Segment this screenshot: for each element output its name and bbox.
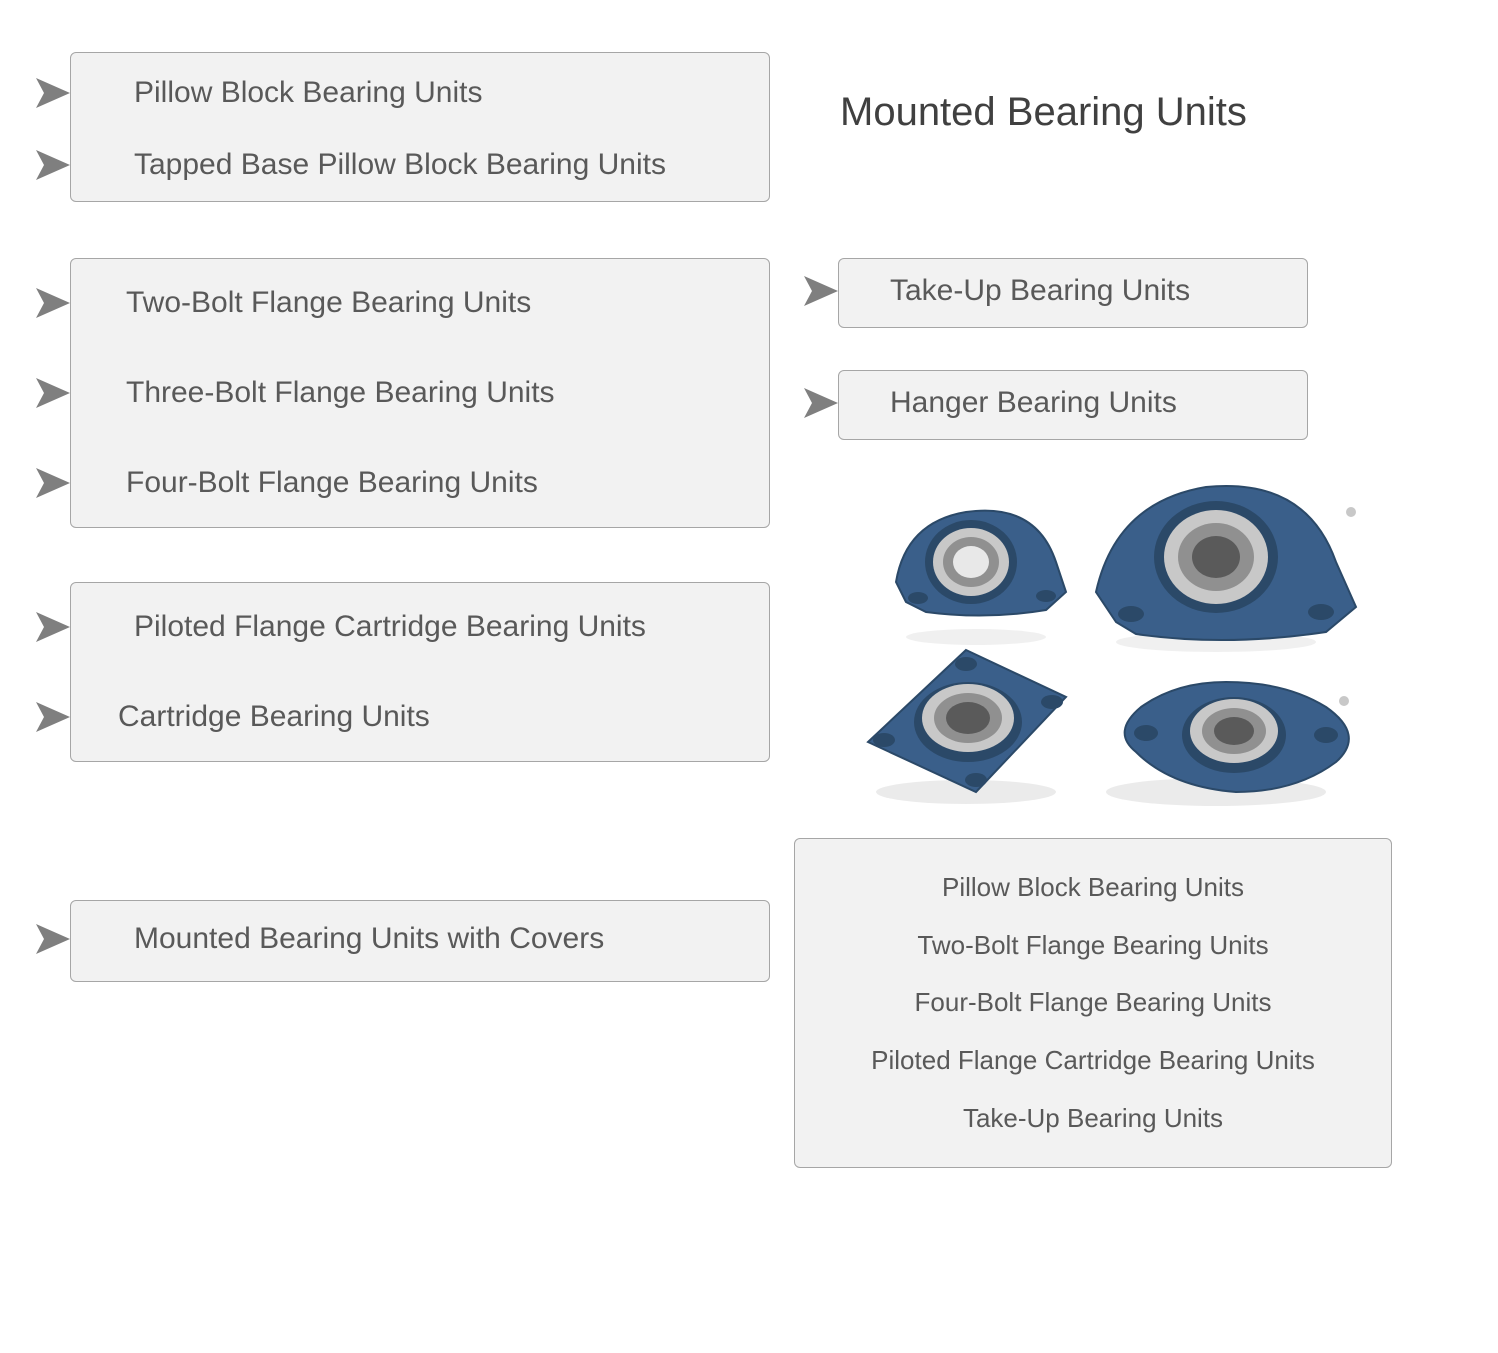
arrow-icon bbox=[36, 924, 70, 954]
category-label[interactable]: Four-Bolt Flange Bearing Units bbox=[126, 466, 538, 500]
category-label[interactable]: Mounted Bearing Units with Covers bbox=[134, 922, 604, 956]
sublist-item[interactable]: Take-Up Bearing Units bbox=[963, 1103, 1223, 1134]
category-label[interactable]: Hanger Bearing Units bbox=[890, 386, 1177, 420]
arrow-icon bbox=[36, 468, 70, 498]
arrow-icon bbox=[36, 702, 70, 732]
arrow-icon bbox=[36, 378, 70, 408]
arrow-icon bbox=[36, 612, 70, 642]
sublist-item[interactable]: Piloted Flange Cartridge Bearing Units bbox=[871, 1045, 1315, 1076]
page-title: Mounted Bearing Units bbox=[840, 90, 1247, 135]
category-box bbox=[70, 582, 770, 762]
product-image bbox=[816, 472, 1376, 812]
category-label[interactable]: Two-Bolt Flange Bearing Units bbox=[126, 286, 531, 320]
sublist-item[interactable]: Two-Bolt Flange Bearing Units bbox=[917, 930, 1268, 961]
category-label[interactable]: Three-Bolt Flange Bearing Units bbox=[126, 376, 555, 410]
category-label[interactable]: Tapped Base Pillow Block Bearing Units bbox=[134, 148, 666, 182]
category-label[interactable]: Take-Up Bearing Units bbox=[890, 274, 1190, 308]
sublist-box: Pillow Block Bearing Units Two-Bolt Flang… bbox=[794, 838, 1392, 1168]
sublist-item[interactable]: Four-Bolt Flange Bearing Units bbox=[915, 987, 1272, 1018]
category-label[interactable]: Pillow Block Bearing Units bbox=[134, 76, 482, 110]
arrow-icon bbox=[36, 288, 70, 318]
sublist-item[interactable]: Pillow Block Bearing Units bbox=[942, 872, 1244, 903]
arrow-icon bbox=[804, 276, 838, 306]
category-label[interactable]: Piloted Flange Cartridge Bearing Units bbox=[134, 610, 646, 644]
arrow-icon bbox=[36, 78, 70, 108]
category-label[interactable]: Cartridge Bearing Units bbox=[118, 700, 430, 734]
arrow-icon bbox=[804, 388, 838, 418]
arrow-icon bbox=[36, 150, 70, 180]
